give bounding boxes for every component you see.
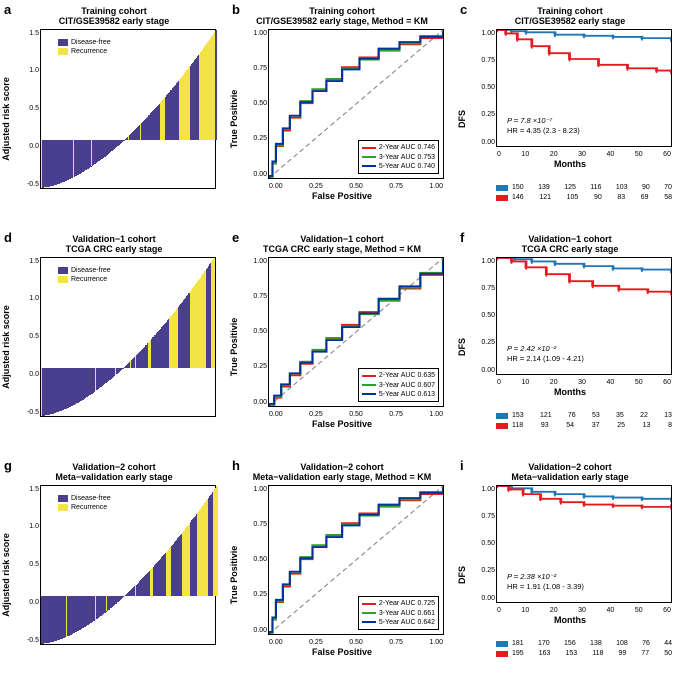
xlabel: Months: [460, 159, 680, 169]
figure-grid: a Training cohort CIT/GSE39582 early sta…: [0, 0, 685, 684]
panel-letter: f: [460, 230, 464, 245]
panel-letter: a: [4, 2, 11, 17]
roc-legend: 2-Year AUC 0.6353-Year AUC 0.6075-Year A…: [358, 368, 439, 401]
xticks: 0.000.250.500.751.00: [269, 183, 443, 190]
xticks: 0102030405060: [497, 151, 671, 158]
ylabel: DFS: [457, 338, 467, 356]
panel-d: d Validation−1 cohort TCGA CRC early sta…: [0, 228, 228, 456]
swatch-recurrence: [58, 504, 68, 511]
ylabel: True Positivie: [229, 546, 239, 605]
swatch-recurrence: [58, 276, 68, 283]
panel-title: Validation−1 cohort TCGA CRC early stage: [4, 234, 224, 255]
roc-legend: 2-Year AUC 0.7253-Year AUC 0.6615-Year A…: [358, 596, 439, 629]
panel-b: b Training cohort CIT/GSE39582 early sta…: [228, 0, 456, 228]
roc-plot: 1.000.750.500.250.00 0.000.250.500.751.0…: [268, 29, 444, 179]
panel-i: i Validation−2 cohort Meta−validation ea…: [456, 456, 684, 684]
risk-table: 150139125116103907014612110590836958: [496, 183, 672, 203]
panel-h: h Validation−2 cohort Meta−validation ea…: [228, 456, 456, 684]
xlabel: Months: [460, 615, 680, 625]
yticks: 1.51.00.50.0-0.5: [21, 258, 39, 416]
panel-letter: c: [460, 2, 467, 17]
panel-g: g Validation−2 cohort Meta−validation ea…: [0, 456, 228, 684]
panel-title: Training cohort CIT/GSE39582 early stage…: [232, 6, 452, 27]
yticks: 1.51.00.50.0-0.5: [21, 486, 39, 644]
yticks: 1.000.750.500.250.00: [477, 258, 495, 374]
km-plot: 1.000.750.500.250.00 0102030405060 P = 2…: [496, 257, 672, 375]
km-stats: P = 2.42 ×10⁻² HR = 2.14 (1.09 - 4.21): [507, 344, 584, 364]
panel-title: Training cohort CIT/GSE39582 early stage: [4, 6, 224, 27]
ylabel: DFS: [457, 110, 467, 128]
km-plot: 1.000.750.500.250.00 0102030405060 P = 2…: [496, 485, 672, 603]
xticks: 0.000.250.500.751.00: [269, 411, 443, 418]
risk-table: 1811701561381087644195163153118997750: [496, 639, 672, 659]
swatch-recurrence: [58, 48, 68, 55]
panel-title: Validation−2 cohort Meta−validation earl…: [4, 462, 224, 483]
km-stats: P = 7.8 ×10⁻⁷ HR = 4.35 (2.3 - 8.23): [507, 116, 580, 136]
panel-a: a Training cohort CIT/GSE39582 early sta…: [0, 0, 228, 228]
xticks: 0102030405060: [497, 379, 671, 386]
risk-bar-plot: 1.51.00.50.0-0.5 Disease-free Recurrence: [40, 485, 216, 645]
xlabel: Months: [460, 387, 680, 397]
ylabel: Adjusted risk score: [1, 305, 11, 389]
risk-bar-plot: 1.51.00.50.0-0.5 Disease-free Recurrence: [40, 29, 216, 189]
panel-e: e Validation−1 cohort TCGA CRC early sta…: [228, 228, 456, 456]
xlabel: False Positive: [232, 191, 452, 201]
ylabel: Adjusted risk score: [1, 533, 11, 617]
yticks: 1.000.750.500.250.00: [477, 30, 495, 146]
panel-letter: b: [232, 2, 240, 17]
panel-title: Validation−2 cohort Meta−validation earl…: [460, 462, 680, 483]
roc-plot: 1.000.750.500.250.00 0.000.250.500.751.0…: [268, 257, 444, 407]
ylabel: Adjusted risk score: [1, 77, 11, 161]
panel-c: c Training cohort CIT/GSE39582 early sta…: [456, 0, 684, 228]
yticks: 1.51.00.50.0-0.5: [21, 30, 39, 188]
panel-title: Validation−2 cohort Meta−validation earl…: [232, 462, 452, 483]
panel-letter: h: [232, 458, 240, 473]
panel-letter: i: [460, 458, 464, 473]
risk-bar-plot: 1.51.00.50.0-0.5 Disease-free Recurrence: [40, 257, 216, 417]
panel-title: Validation−1 cohort TCGA CRC early stage…: [232, 234, 452, 255]
panel-letter: d: [4, 230, 12, 245]
risk-legend: Disease-free Recurrence: [55, 36, 114, 58]
xlabel: False Positive: [232, 419, 452, 429]
yticks: 1.000.750.500.250.00: [249, 30, 267, 178]
ylabel: True Positivie: [229, 90, 239, 149]
yticks: 1.000.750.500.250.00: [249, 486, 267, 634]
yticks: 1.000.750.500.250.00: [249, 258, 267, 406]
risk-legend: Disease-free Recurrence: [55, 492, 114, 514]
xlabel: False Positive: [232, 647, 452, 657]
risk-table: 153121765335221311893543725138: [496, 411, 672, 431]
swatch-disease-free: [58, 495, 68, 502]
swatch-disease-free: [58, 39, 68, 46]
roc-plot: 1.000.750.500.250.00 0.000.250.500.751.0…: [268, 485, 444, 635]
km-plot: 1.000.750.500.250.00 0102030405060 P = 7…: [496, 29, 672, 147]
yticks: 1.000.750.500.250.00: [477, 486, 495, 602]
xticks: 0.000.250.500.751.00: [269, 639, 443, 646]
roc-legend: 2-Year AUC 0.7463-Year AUC 0.7535-Year A…: [358, 140, 439, 173]
xticks: 0102030405060: [497, 607, 671, 614]
km-stats: P = 2.38 ×10⁻² HR = 1.91 (1.08 - 3.39): [507, 572, 584, 592]
panel-letter: e: [232, 230, 239, 245]
ylabel: DFS: [457, 566, 467, 584]
ylabel: True Positivie: [229, 318, 239, 377]
risk-legend: Disease-free Recurrence: [55, 264, 114, 286]
panel-f: f Validation−1 cohort TCGA CRC early sta…: [456, 228, 684, 456]
panel-letter: g: [4, 458, 12, 473]
swatch-disease-free: [58, 267, 68, 274]
panel-title: Training cohort CIT/GSE39582 early stage: [460, 6, 680, 27]
panel-title: Validation−1 cohort TCGA CRC early stage: [460, 234, 680, 255]
